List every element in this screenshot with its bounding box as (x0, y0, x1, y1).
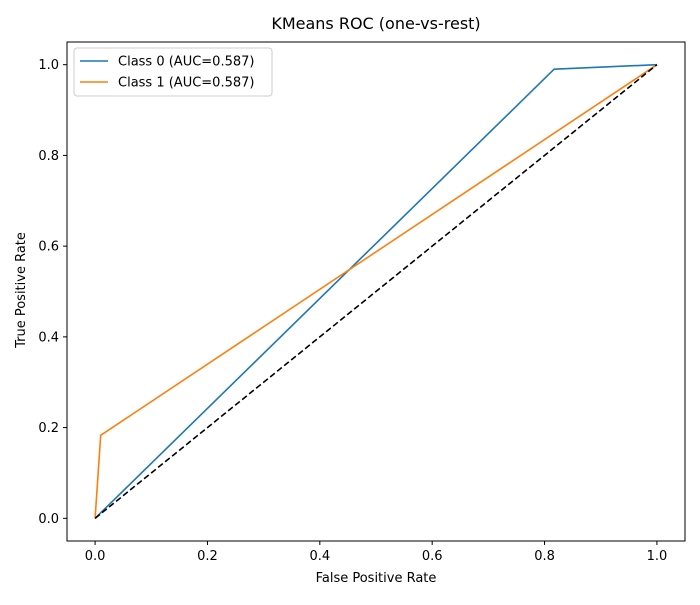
x-axis-ticks: 0.0 0.2 0.4 0.6 0.8 1.0 (85, 541, 668, 564)
x-tick-label: 0.0 (85, 549, 106, 564)
series-line-class-0 (94, 63, 657, 519)
y-tick-label: 0.4 (38, 330, 59, 345)
x-tick-label: 0.8 (534, 549, 555, 564)
legend: Class 0 (AUC=0.587) Class 1 (AUC=0.587) (73, 47, 273, 97)
x-axis-label: False Positive Rate (316, 571, 437, 586)
chart-title: KMeans ROC (one-vs-rest) (271, 14, 480, 33)
y-tick-label: 0.8 (38, 149, 59, 164)
y-axis-ticks: 0.0 0.2 0.4 0.6 0.8 1.0 (38, 58, 67, 527)
y-axis-label: True Positive Rate (14, 232, 29, 349)
y-tick-label: 0.6 (38, 240, 59, 255)
y-tick-label: 0.2 (38, 421, 59, 436)
legend-box (73, 47, 273, 97)
y-tick-label: 1.0 (38, 58, 59, 73)
x-tick-label: 0.2 (197, 549, 218, 564)
series-lines (94, 63, 658, 519)
x-tick-label: 1.0 (647, 549, 668, 564)
series-line-class-1 (94, 64, 658, 519)
legend-label-class-1: Class 1 (AUC=0.587) (118, 76, 254, 91)
x-tick-label: 0.6 (422, 549, 443, 564)
legend-label-class-0: Class 0 (AUC=0.587) (118, 55, 254, 70)
y-tick-label: 0.0 (38, 512, 59, 527)
reference-diagonal-line (94, 64, 658, 519)
x-tick-label: 0.4 (309, 549, 330, 564)
